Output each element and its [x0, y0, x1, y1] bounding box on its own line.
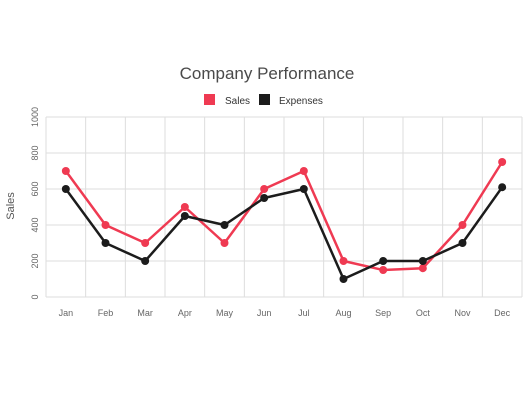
x-tick-label: Jan — [59, 308, 74, 318]
grid — [45, 116, 523, 298]
x-tick-label: Oct — [416, 308, 431, 318]
x-tick-label: Feb — [98, 308, 114, 318]
chart-title: Company Performance — [180, 64, 355, 83]
series-line-expenses — [64, 186, 504, 281]
series-expenses — [61, 183, 507, 283]
data-point-expenses[interactable] — [220, 221, 229, 229]
y-tick-label: 1000 — [30, 107, 40, 127]
legend-swatch-expenses — [259, 94, 270, 105]
x-tick-label: May — [216, 308, 234, 318]
data-point-expenses[interactable] — [180, 212, 189, 220]
x-tick-label: Aug — [335, 308, 351, 318]
legend-label-sales: Sales — [225, 96, 250, 107]
data-point-expenses[interactable] — [260, 194, 269, 202]
data-point-expenses[interactable] — [458, 239, 467, 247]
y-tick-label: 0 — [30, 294, 40, 299]
series-line-sales — [64, 161, 504, 272]
data-point-sales[interactable] — [141, 239, 150, 247]
data-point-sales[interactable] — [61, 167, 70, 175]
x-tick-label: Apr — [178, 308, 192, 318]
x-tick-label: Jun — [257, 308, 272, 318]
y-tick-label: 400 — [30, 217, 40, 232]
data-point-sales[interactable] — [101, 221, 110, 229]
legend-swatch-sales — [204, 94, 215, 105]
series-group — [61, 158, 507, 283]
x-axis-ticks: Jan Feb Mar Apr May Jun Jul Aug Sep Oct Nov Dec — [59, 308, 511, 318]
series-sales — [61, 158, 507, 274]
data-point-expenses[interactable] — [379, 257, 388, 265]
data-point-sales[interactable] — [498, 158, 507, 166]
x-tick-label: Mar — [137, 308, 153, 318]
x-tick-label: Jul — [298, 308, 310, 318]
data-point-sales[interactable] — [299, 167, 308, 175]
x-tick-label: Sep — [375, 308, 391, 318]
data-point-expenses[interactable] — [141, 257, 150, 265]
data-point-expenses[interactable] — [418, 257, 427, 265]
y-tick-label: 800 — [30, 145, 40, 160]
legend-label-expenses: Expenses — [279, 96, 323, 107]
data-point-sales[interactable] — [220, 239, 229, 247]
y-tick-label: 200 — [30, 253, 40, 268]
y-axis-ticks: 0 200 400 600 800 1000 — [30, 107, 40, 300]
data-point-expenses[interactable] — [101, 239, 110, 247]
y-axis-title: Sales — [5, 192, 17, 220]
data-point-expenses[interactable] — [339, 275, 348, 283]
data-point-expenses[interactable] — [498, 183, 507, 192]
y-tick-label: 600 — [30, 181, 40, 196]
data-point-sales[interactable] — [339, 257, 348, 265]
data-point-sales[interactable] — [458, 221, 467, 229]
x-tick-label: Nov — [454, 308, 471, 318]
data-point-sales[interactable] — [260, 185, 269, 193]
data-point-sales[interactable] — [379, 266, 388, 274]
data-point-sales[interactable] — [180, 203, 189, 211]
data-point-expenses[interactable] — [299, 185, 308, 193]
legend: Sales Expenses — [204, 94, 323, 107]
x-tick-label: Dec — [494, 308, 511, 318]
data-point-expenses[interactable] — [61, 185, 70, 193]
data-point-sales[interactable] — [418, 264, 427, 273]
